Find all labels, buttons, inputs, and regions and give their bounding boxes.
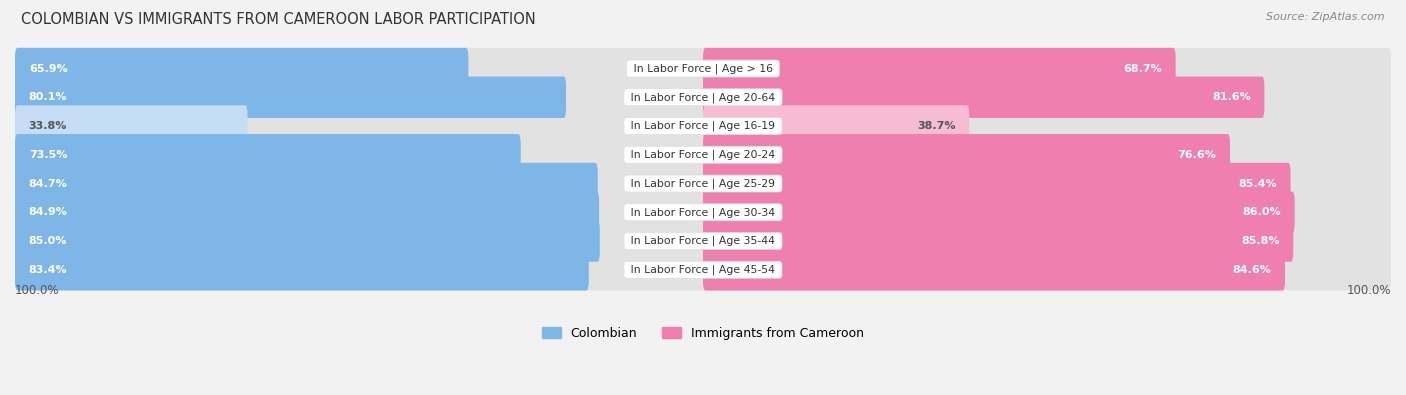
Text: 81.6%: 81.6% [1212, 92, 1251, 102]
Text: In Labor Force | Age 25-29: In Labor Force | Age 25-29 [627, 178, 779, 189]
FancyBboxPatch shape [15, 192, 599, 233]
Text: 65.9%: 65.9% [28, 64, 67, 73]
Text: 33.8%: 33.8% [28, 121, 67, 131]
Text: 85.4%: 85.4% [1239, 179, 1277, 188]
Text: 85.0%: 85.0% [28, 236, 67, 246]
Text: In Labor Force | Age 45-54: In Labor Force | Age 45-54 [627, 265, 779, 275]
FancyBboxPatch shape [15, 105, 1391, 147]
FancyBboxPatch shape [703, 163, 1291, 204]
Text: 80.1%: 80.1% [28, 92, 67, 102]
FancyBboxPatch shape [15, 163, 1391, 204]
FancyBboxPatch shape [703, 249, 1285, 290]
Text: COLOMBIAN VS IMMIGRANTS FROM CAMEROON LABOR PARTICIPATION: COLOMBIAN VS IMMIGRANTS FROM CAMEROON LA… [21, 12, 536, 27]
FancyBboxPatch shape [15, 77, 1391, 118]
FancyBboxPatch shape [703, 192, 1295, 233]
Text: In Labor Force | Age 20-24: In Labor Force | Age 20-24 [627, 150, 779, 160]
FancyBboxPatch shape [15, 192, 1391, 233]
Text: 84.9%: 84.9% [28, 207, 67, 217]
FancyBboxPatch shape [15, 220, 600, 262]
FancyBboxPatch shape [15, 48, 1391, 89]
Text: 84.7%: 84.7% [28, 179, 67, 188]
Text: 85.8%: 85.8% [1241, 236, 1279, 246]
FancyBboxPatch shape [703, 220, 1294, 262]
Text: 100.0%: 100.0% [15, 284, 59, 297]
Text: In Labor Force | Age > 16: In Labor Force | Age > 16 [630, 63, 776, 74]
FancyBboxPatch shape [15, 134, 520, 175]
FancyBboxPatch shape [15, 249, 589, 290]
Text: 76.6%: 76.6% [1177, 150, 1216, 160]
Text: 86.0%: 86.0% [1243, 207, 1281, 217]
FancyBboxPatch shape [703, 48, 1175, 89]
Text: 73.5%: 73.5% [28, 150, 67, 160]
FancyBboxPatch shape [15, 220, 1391, 262]
FancyBboxPatch shape [703, 77, 1264, 118]
Legend: Colombian, Immigrants from Cameroon: Colombian, Immigrants from Cameroon [537, 322, 869, 345]
FancyBboxPatch shape [15, 134, 1391, 175]
Text: 84.6%: 84.6% [1233, 265, 1271, 275]
FancyBboxPatch shape [15, 48, 468, 89]
Text: 83.4%: 83.4% [28, 265, 67, 275]
Text: 100.0%: 100.0% [1347, 284, 1391, 297]
FancyBboxPatch shape [15, 77, 567, 118]
FancyBboxPatch shape [703, 105, 969, 147]
FancyBboxPatch shape [15, 105, 247, 147]
FancyBboxPatch shape [15, 163, 598, 204]
Text: Source: ZipAtlas.com: Source: ZipAtlas.com [1267, 12, 1385, 22]
Text: In Labor Force | Age 20-64: In Labor Force | Age 20-64 [627, 92, 779, 103]
Text: In Labor Force | Age 30-34: In Labor Force | Age 30-34 [627, 207, 779, 218]
Text: In Labor Force | Age 16-19: In Labor Force | Age 16-19 [627, 121, 779, 131]
Text: 38.7%: 38.7% [917, 121, 956, 131]
Text: In Labor Force | Age 35-44: In Labor Force | Age 35-44 [627, 236, 779, 246]
FancyBboxPatch shape [15, 249, 1391, 290]
FancyBboxPatch shape [703, 134, 1230, 175]
Text: 68.7%: 68.7% [1123, 64, 1161, 73]
